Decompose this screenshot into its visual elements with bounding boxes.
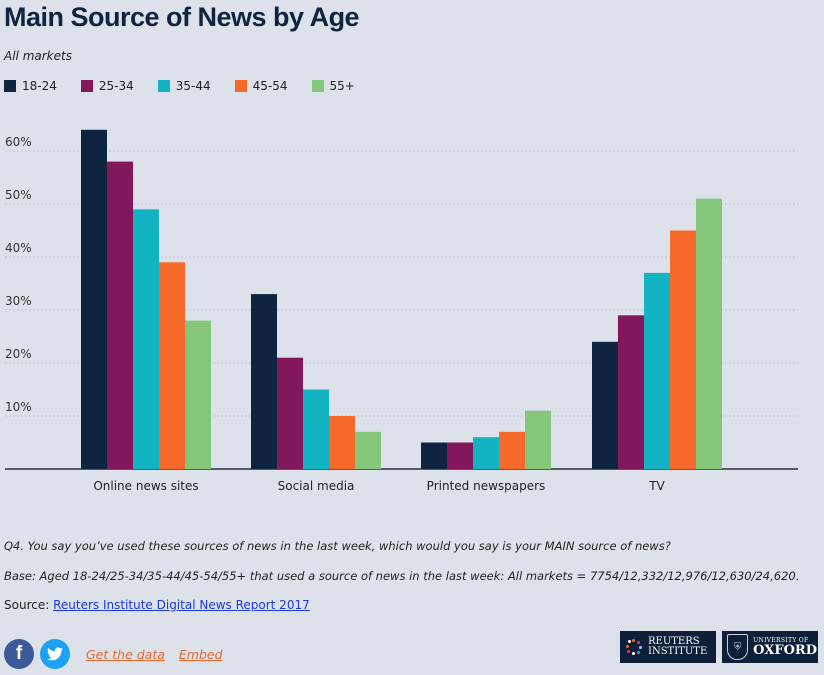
bar-tv-18-24[interactable]	[592, 341, 618, 469]
embed-link[interactable]: Embed	[178, 646, 223, 662]
facebook-glyph: f	[15, 643, 23, 664]
bar-online-news-sites-35-44[interactable]	[133, 209, 159, 470]
legend-item-25-34: 25-34	[80, 79, 134, 93]
footer: f Get the data Embed	[4, 639, 227, 669]
legend-swatch	[4, 80, 16, 92]
bar-printed-newspapers-45-54[interactable]	[499, 431, 525, 469]
legend-label: 35-44	[175, 79, 211, 93]
reuters-dots-icon	[626, 639, 642, 655]
bar-social-media-45-54[interactable]	[329, 416, 355, 469]
category-label: Printed newspapers	[427, 479, 546, 493]
bar-tv-55plus[interactable]	[696, 198, 722, 469]
legend-swatch	[234, 80, 247, 92]
facebook-icon[interactable]: f	[4, 639, 34, 669]
bar-tv-45-54[interactable]	[670, 230, 696, 470]
bar-social-media-55plus[interactable]	[355, 431, 381, 469]
category-label: TV	[648, 479, 665, 493]
bar-printed-newspapers-18-24[interactable]	[421, 442, 447, 470]
legend-swatch	[157, 80, 170, 92]
oxford-line1: UNIVERSITY OF	[753, 636, 809, 644]
category-label: Social media	[278, 479, 355, 493]
legend: 18-24 25-34 35-44 45-54 55+	[4, 79, 379, 93]
y-tick-label: 20%	[5, 347, 32, 361]
source-link[interactable]: Reuters Institute Digital News Report 20…	[53, 598, 310, 612]
twitter-bird-icon	[47, 647, 63, 661]
reuters-line2: INSTITUTE	[648, 646, 708, 657]
reuters-institute-logo[interactable]: REUTERS INSTITUTE	[620, 631, 716, 663]
base-note: Base: Aged 18-24/25-34/35-44/45-54/55+ t…	[4, 569, 800, 583]
source-label: Source:	[4, 598, 50, 612]
bar-online-news-sites-18-24[interactable]	[81, 129, 107, 470]
bar-tv-25-34[interactable]	[618, 315, 644, 469]
bar-printed-newspapers-35-44[interactable]	[473, 437, 499, 469]
y-tick-label: 40%	[5, 241, 32, 255]
reuters-line1: REUTERS	[648, 636, 700, 647]
twitter-icon[interactable]	[40, 639, 70, 669]
legend-label: 55+	[329, 79, 355, 93]
legend-item-55plus: 55+	[311, 79, 355, 93]
bar-online-news-sites-25-34[interactable]	[107, 161, 133, 469]
bar-online-news-sites-55plus[interactable]	[185, 320, 211, 469]
bar-printed-newspapers-55plus[interactable]	[525, 410, 551, 469]
oxford-logo[interactable]: ⛨ UNIVERSITY OF OXFORD	[722, 631, 818, 663]
legend-label: 25-34	[98, 79, 134, 93]
bar-printed-newspapers-25-34[interactable]	[447, 442, 473, 470]
chart-title: Main Source of News by Age	[4, 2, 360, 32]
source-line: Source: Reuters Institute Digital News R…	[4, 598, 310, 612]
legend-item-18-24: 18-24	[4, 79, 57, 93]
bar-online-news-sites-45-54[interactable]	[159, 262, 185, 469]
bar-social-media-18-24[interactable]	[251, 294, 277, 469]
bar-social-media-35-44[interactable]	[303, 389, 329, 470]
category-label: Online news sites	[93, 479, 198, 493]
oxford-logo-text: UNIVERSITY OF OXFORD	[753, 636, 817, 658]
bar-tv-35-44[interactable]	[644, 272, 670, 469]
bar-social-media-25-34[interactable]	[277, 357, 303, 469]
legend-item-45-54: 45-54	[234, 79, 288, 93]
y-tick-label: 10%	[5, 400, 32, 414]
y-tick-label: 30%	[5, 294, 32, 308]
y-tick-label: 50%	[5, 188, 32, 202]
bar-chart: 10% 20% 30% 40% 50% 60% Online news sites Socia…	[5, 129, 798, 493]
get-data-link[interactable]: Get the data	[86, 646, 165, 662]
question-note: Q4. You say you’ve used these sources of…	[4, 539, 671, 553]
oxford-line2: OXFORD	[753, 642, 817, 658]
legend-label: 45-54	[252, 79, 288, 93]
reuters-logo-text: REUTERS INSTITUTE	[648, 637, 707, 657]
oxford-crest-icon: ⛨	[727, 634, 749, 660]
legend-swatch	[80, 80, 93, 92]
legend-item-35-44: 35-44	[157, 79, 211, 93]
legend-swatch	[311, 80, 324, 92]
chart-subtitle: All markets	[4, 49, 72, 63]
y-tick-label: 60%	[5, 135, 32, 149]
legend-label: 18-24	[22, 79, 57, 93]
